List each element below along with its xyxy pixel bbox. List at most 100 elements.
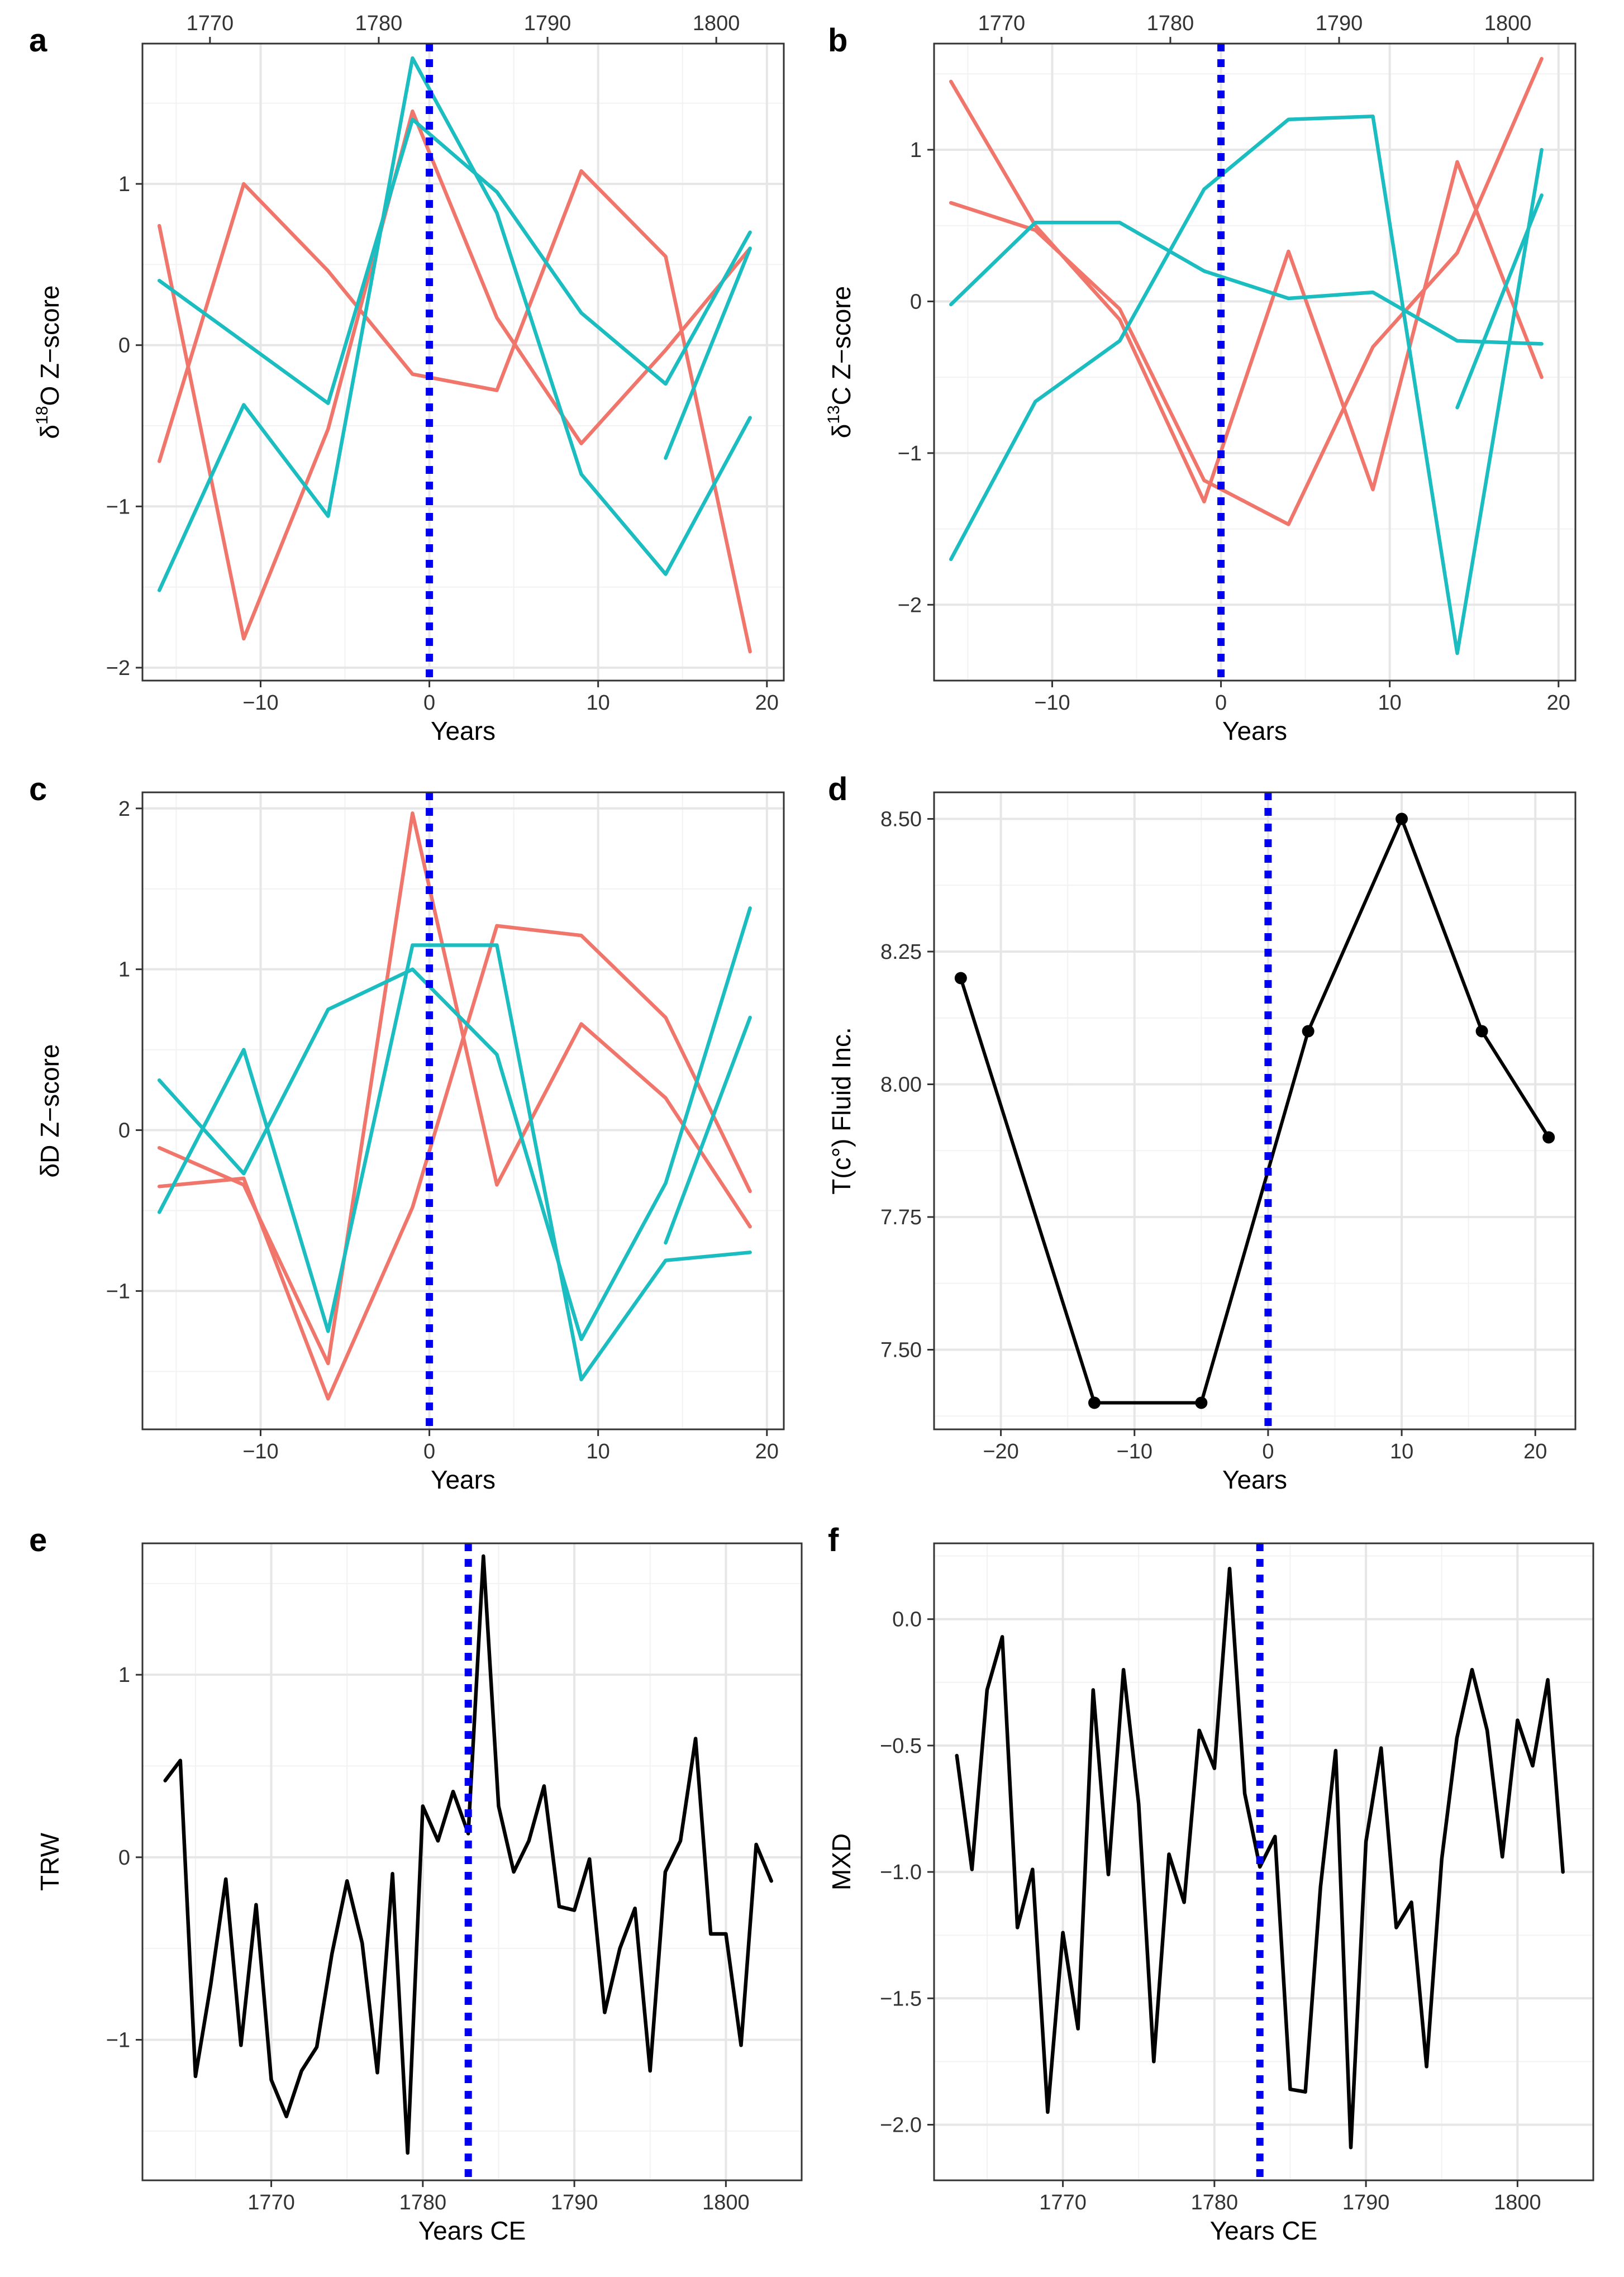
panel-d: −20 −10 0 10 20 7.50 7.75 8.00 8.25 8.50 Years T(c°… [827,771,1577,1494]
x-axis-title: Years [431,716,496,745]
y-title-superscript: 13 [825,405,843,424]
series-line-TRW [163,1554,773,2155]
y-tick-label: 1 [118,958,130,982]
data-point [1088,1396,1101,1409]
plot-frame [141,42,785,682]
series-group [157,811,752,1401]
y-tick-label: −0.5 [880,1734,922,1758]
x-axis-title: Years CE [418,2216,526,2245]
panel-label: d [828,771,847,807]
panel-label: f [828,1522,839,1558]
y-title-delta: δ [827,424,856,439]
y-tick-label: 7.75 [880,1206,922,1229]
data-point [1195,1396,1208,1409]
series-group [954,812,1555,1409]
top-x-tick-label: 1800 [693,12,740,35]
y-axis-title: δ18O Z−score [33,286,64,439]
y-tick-label: 8.00 [880,1073,922,1097]
y-tick-label: −2 [898,593,922,617]
top-x-tick-label: 1800 [1484,12,1532,35]
y-axis-title: δD Z−score [35,1044,64,1177]
x-tick-label: 1800 [702,2191,750,2214]
data-point [1475,1025,1488,1038]
y-tick-label: 0 [118,1846,130,1870]
y-title-delta: δ [35,425,64,439]
major-grid [142,792,784,1429]
panel-f: 1770 1780 1790 1800 −2.0 −1.5 −1.0 −0.5 0.0 Years… [827,1522,1594,2245]
major-grid [142,44,784,681]
series-line-red-1 [157,109,752,641]
x-tick-label: 1800 [1494,2191,1541,2214]
y-tick-label: 0.0 [892,1608,922,1632]
series-group [163,1554,773,2155]
series-line-teal-2 [157,117,752,405]
minor-grid [142,792,784,1429]
series-line-teal-3 [664,246,752,460]
data-point [1302,1025,1315,1038]
series-line-red-1 [157,811,752,1366]
plot-frame [933,791,1577,1430]
x-tick-label: −10 [1117,1440,1152,1463]
y-tick-label: 1 [118,173,130,196]
y-tick-label: −2.0 [880,2113,922,2137]
series-line-red-2 [949,56,1544,526]
y-title-rest: C Z−score [827,286,856,405]
series-line-temperature [959,817,1551,1405]
x-tick-label: −20 [983,1440,1018,1463]
y-title-superscript: 18 [33,406,51,425]
panel-label: b [828,22,847,59]
plot-frame [141,791,785,1430]
x-tick-label: −10 [242,1440,278,1463]
x-tick-label: 20 [755,1440,779,1463]
y-tick-label: −1 [898,442,922,465]
top-x-tick-label: 1780 [1147,12,1194,35]
series-line-red-1 [949,79,1544,503]
minor-grid [934,792,1575,1429]
major-grid [934,792,1575,1429]
series-group [949,56,1544,655]
y-tick-label: 8.25 [880,940,922,964]
x-axis-title: Years [1222,1465,1287,1494]
y-tick-label: −1.5 [880,1987,922,2010]
y-tick-label: 2 [118,797,130,821]
y-tick-label: 8.50 [880,808,922,831]
data-point [1542,1131,1555,1144]
x-tick-label: 10 [1390,1440,1413,1463]
y-tick-label: −1 [106,1280,130,1303]
y-axis-title: TRW [35,1832,64,1890]
y-axis-title: δ13C Z−score [825,286,856,438]
series-line-red-2 [157,169,752,654]
panel-e: 1770 1780 1790 1800 −1 0 1 Years CE TRW e [29,1522,803,2245]
y-tick-label: −2 [106,657,130,680]
minor-grid [142,44,784,681]
panel-label: e [29,1522,47,1558]
x-tick-label: 1790 [1342,2191,1390,2214]
plot-frame [933,1542,1594,2181]
x-tick-label: 20 [1547,691,1570,715]
x-tick-label: 1770 [1039,2191,1087,2214]
x-tick-label: 10 [587,691,610,715]
y-axis-title: MXD [827,1833,856,1890]
series-line-MXD [955,1566,1565,2150]
y-title-rest: O Z−score [35,286,64,406]
x-tick-label: 1780 [399,2191,447,2214]
data-point [954,972,967,985]
x-tick-label: 0 [423,691,435,715]
y-tick-label: 1 [910,139,922,162]
series-line-teal-2 [949,221,1544,346]
data-point [1396,812,1408,825]
series-line-red-2 [157,924,752,1401]
x-tick-label: 20 [755,691,779,715]
major-grid [934,44,1575,681]
series-line-teal-3 [664,1015,752,1245]
panel-label: a [29,22,47,59]
y-tick-label: 1 [118,1663,130,1687]
top-x-tick-label: 1790 [1316,12,1363,35]
x-tick-label: 1770 [247,2191,295,2214]
x-tick-label: −10 [1034,691,1070,715]
y-tick-label: 0 [118,334,130,358]
top-x-tick-label: 1790 [524,12,572,35]
